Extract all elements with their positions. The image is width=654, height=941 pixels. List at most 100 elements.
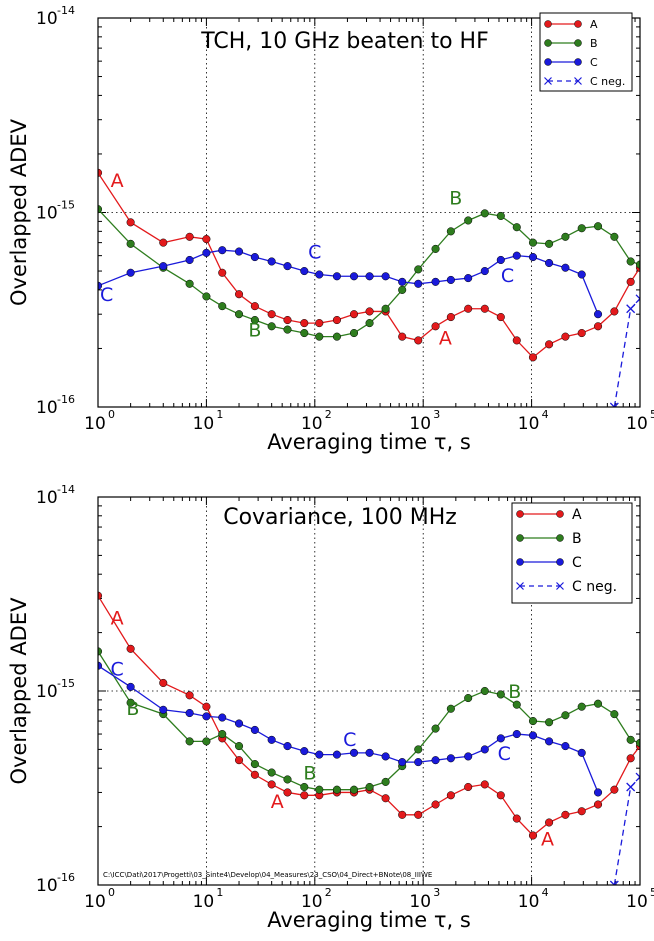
data-point (398, 277, 407, 286)
legend-marker (574, 77, 582, 85)
data-point (185, 279, 194, 288)
data-point (315, 332, 324, 341)
data-point (480, 267, 489, 276)
data-point (593, 310, 603, 319)
series-annotation: C (110, 659, 123, 681)
data-point (234, 719, 244, 728)
x-tick-label: 10 4 (518, 408, 549, 434)
legend-marker (516, 582, 524, 590)
data-point (398, 758, 407, 767)
x-tick-label: 10 3 (409, 886, 440, 912)
svg-text:10: 10 (36, 488, 58, 508)
chart-title: TCH, 10 GHz beaten to HF (200, 29, 489, 54)
data-point (300, 267, 309, 276)
data-point (561, 263, 570, 272)
svg-text:10: 10 (84, 414, 106, 434)
data-point (610, 307, 619, 316)
plot-area (98, 168, 640, 407)
data-point (234, 290, 244, 299)
data-point (218, 302, 227, 311)
data-point (202, 712, 211, 721)
legend: ABC C neg. (539, 12, 633, 92)
data-point (267, 310, 276, 319)
data-point (610, 710, 619, 719)
series-annotation: B (449, 187, 462, 209)
data-point (512, 729, 521, 739)
svg-text:10: 10 (36, 204, 58, 224)
data-point (561, 232, 570, 241)
data-point (98, 281, 103, 290)
svg-text:1: 1 (216, 408, 223, 421)
data-point (332, 785, 341, 794)
data-point (446, 704, 455, 713)
legend-label: A (572, 507, 582, 523)
svg-text:3: 3 (433, 408, 440, 421)
data-point (250, 315, 259, 325)
data-point (626, 304, 636, 314)
data-point (159, 262, 168, 271)
series-b (98, 647, 640, 794)
data-point (267, 735, 276, 744)
data-point (431, 724, 440, 733)
data-point (626, 277, 635, 286)
series-c (98, 661, 603, 797)
series-b (98, 205, 640, 341)
data-point (545, 258, 554, 268)
svg-text:10: 10 (36, 9, 58, 29)
legend-marker (544, 39, 552, 47)
data-point (577, 807, 586, 816)
svg-text:1: 1 (216, 886, 223, 899)
legend-marker (556, 582, 564, 590)
data-point (480, 209, 489, 218)
legend-label: A (590, 18, 598, 31)
data-point (332, 315, 341, 325)
series-annotation: C (501, 265, 514, 287)
data-point (202, 235, 211, 244)
data-point (414, 265, 423, 274)
data-point (577, 702, 586, 711)
data-point (635, 738, 640, 747)
data-point (98, 168, 103, 177)
svg-text:-14: -14 (57, 4, 75, 17)
data-point (464, 216, 473, 225)
legend-item: C neg. (544, 75, 625, 88)
data-point (185, 232, 194, 241)
y-tick-label: 10 -16 (36, 871, 75, 896)
data-point (626, 257, 635, 266)
data-point (446, 313, 455, 322)
legend-box (539, 12, 633, 92)
data-point (283, 315, 292, 325)
data-point (250, 760, 259, 769)
y-tick-label: 10 -14 (36, 4, 75, 29)
data-point (185, 255, 194, 265)
data-point (496, 791, 505, 800)
series-annotation: B (126, 698, 139, 720)
data-point (446, 754, 455, 763)
data-point (283, 775, 292, 784)
data-point (431, 800, 440, 809)
data-point (98, 205, 103, 214)
data-point (464, 274, 473, 283)
data-point (545, 737, 554, 746)
data-point (545, 340, 554, 349)
legend-marker (544, 77, 552, 85)
svg-text:10: 10 (193, 414, 215, 434)
svg-text:10: 10 (626, 414, 648, 434)
data-point (126, 644, 135, 653)
data-point (300, 329, 309, 338)
legend: ABC C neg. (511, 502, 633, 604)
data-point (431, 244, 440, 253)
data-point (218, 713, 227, 722)
data-point (267, 257, 276, 266)
data-point (414, 810, 423, 819)
svg-text:10: 10 (36, 876, 58, 896)
data-point (349, 329, 359, 338)
data-point (561, 711, 570, 720)
data-point (480, 686, 489, 696)
data-point (126, 682, 135, 691)
data-point (283, 742, 292, 751)
series-annotation: C (308, 242, 321, 264)
data-point (561, 742, 570, 751)
y-tick-label: 10 -14 (36, 483, 75, 508)
